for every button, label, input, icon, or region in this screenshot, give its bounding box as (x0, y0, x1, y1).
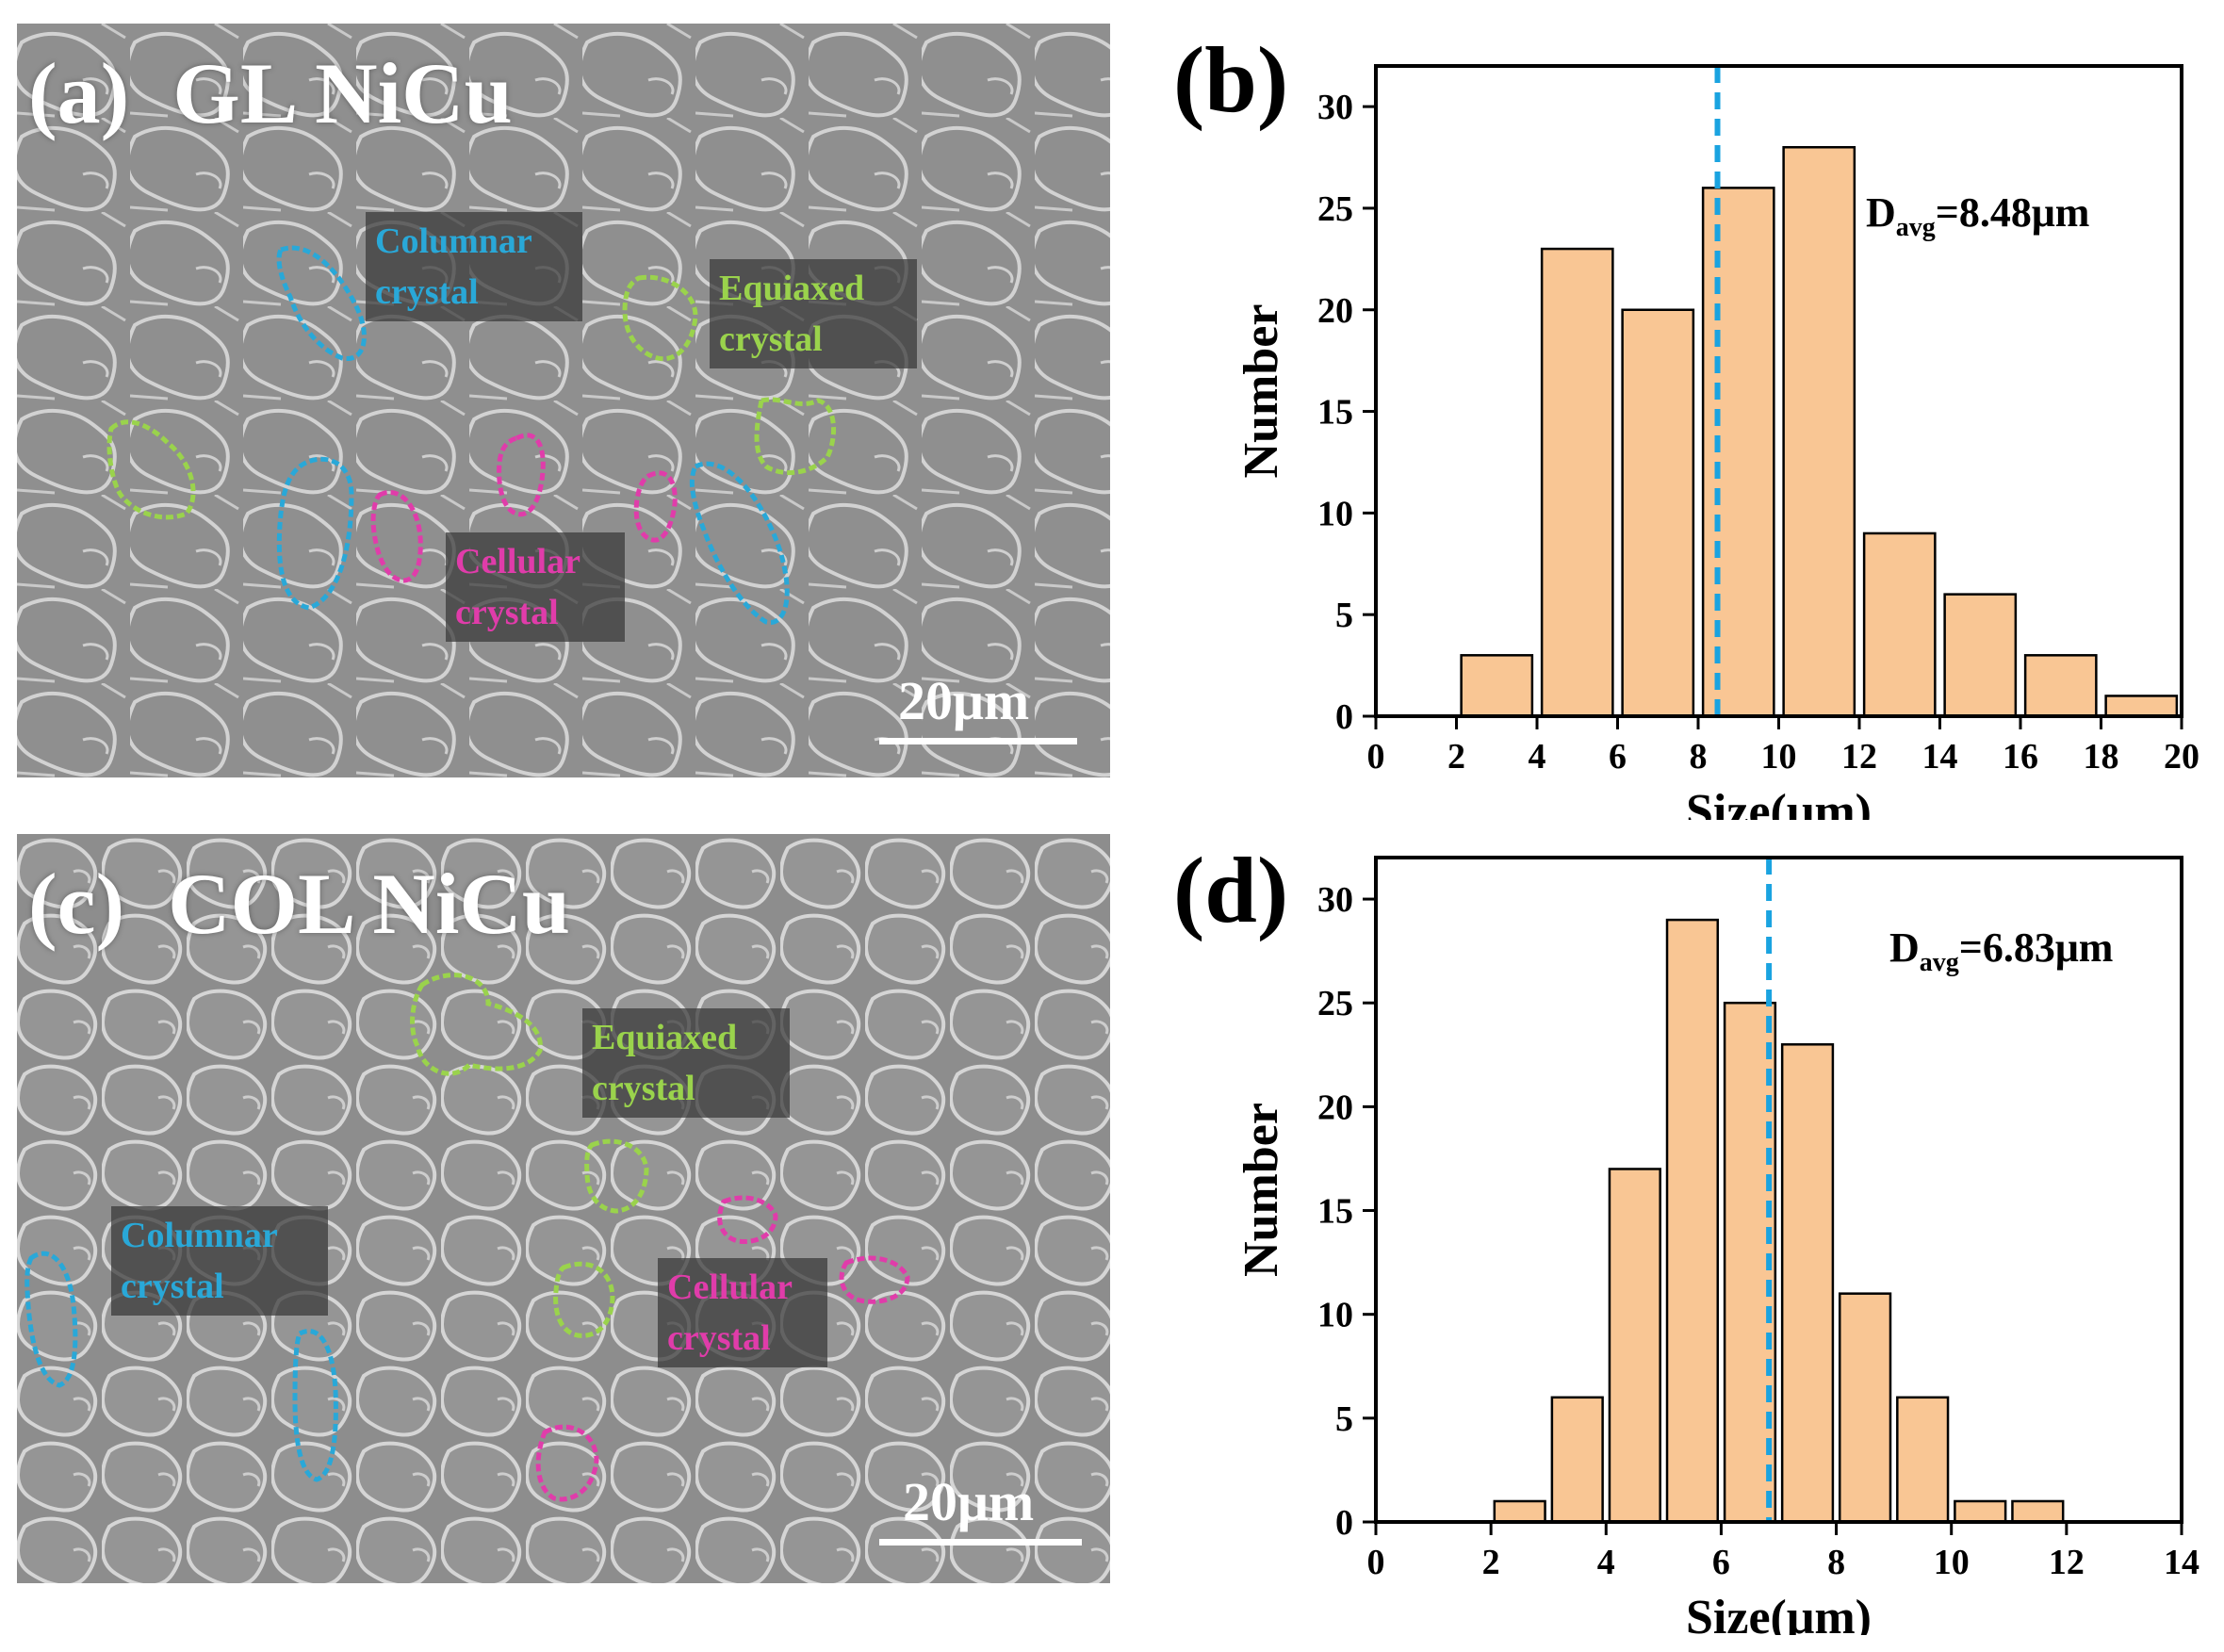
equiaxed-outline (754, 397, 837, 476)
panel-d-label: (d) (1173, 838, 1289, 942)
y-tick-label: 10 (1317, 494, 1353, 533)
scale-label: 20μm (903, 1471, 1035, 1532)
cellular-outline (839, 1255, 910, 1304)
equiaxed-crystal-tag: Equiaxed crystal (710, 259, 917, 368)
columnar-crystal-tag: Columnar crystal (111, 1206, 328, 1316)
average-annotation: Davg=8.48μm (1866, 189, 2089, 242)
bar (2104, 695, 2179, 718)
x-tick-label: 6 (1609, 737, 1627, 777)
y-tick-label: 0 (1335, 1503, 1353, 1543)
x-tick-label: 20 (2164, 737, 2199, 777)
x-tick-label: 10 (1761, 737, 1797, 777)
x-tick-label: 6 (1712, 1543, 1730, 1582)
bar (1943, 593, 2018, 718)
bar (1550, 1396, 1604, 1524)
y-axis-label: Number (1235, 1103, 1288, 1277)
cellular-outline (633, 470, 678, 543)
plot-frame (1374, 856, 2183, 1524)
bar (1460, 654, 1534, 718)
bar (1782, 146, 1856, 718)
micrograph-col-nicu: (c) COL NiCu Equiaxed crystal Columnar cry… (17, 834, 1110, 1583)
x-tick-label: 14 (2164, 1543, 2199, 1582)
x-tick-label: 0 (1367, 737, 1385, 777)
bar (1896, 1396, 1950, 1524)
x-tick-label: 18 (2084, 737, 2119, 777)
scale-bar (879, 1539, 1082, 1546)
x-tick-label: 10 (1934, 1543, 1970, 1582)
cellular-outline (370, 489, 423, 583)
histogram-d: 0 5 10 15 20 25 30 0 2 4 6 8 10 12 14 Size(μm) Number Dav… (1235, 856, 2199, 1635)
y-tick-label: 20 (1317, 291, 1353, 331)
bar (2023, 654, 2098, 718)
micrograph-texture-a (17, 24, 1110, 777)
equiaxed-outline (410, 973, 543, 1076)
panel-a-label: (a) GL NiCu (28, 45, 513, 141)
columnar-crystal-tag: Columnar crystal (366, 212, 582, 321)
y-tick-label: 5 (1335, 1399, 1353, 1439)
x-tick-label: 4 (1529, 737, 1546, 777)
y-tick-label: 20 (1317, 1088, 1353, 1127)
y-tick-label: 0 (1335, 697, 1353, 737)
histogram-b: 0 5 10 15 20 25 30 0 2 4 6 8 10 12 14 16 18 20 Size(μm) Num… (1235, 64, 2199, 820)
bar (1701, 187, 1775, 718)
bar (1838, 1292, 1892, 1524)
bar (1665, 918, 1720, 1524)
x-tick-label: 8 (1690, 737, 1708, 777)
bar (1540, 247, 1614, 718)
x-tick-label: 16 (2003, 737, 2038, 777)
columnar-outline (292, 1329, 338, 1482)
bar (1608, 1168, 1661, 1524)
x-axis-label: Size(μm) (1686, 785, 1872, 820)
y-tick-label: 25 (1317, 984, 1353, 1023)
panel-c-label: (c) COL NiCu (28, 856, 571, 952)
y-axis-label: Number (1235, 304, 1288, 479)
cellular-outline (717, 1195, 778, 1245)
x-tick-label: 0 (1367, 1543, 1385, 1582)
x-tick-label: 12 (1841, 737, 1877, 777)
x-tick-label: 8 (1827, 1543, 1845, 1582)
equiaxed-outline (553, 1261, 615, 1338)
bar (2011, 1499, 2065, 1524)
columnar-outline (276, 456, 354, 611)
plot-frame (1374, 64, 2183, 718)
bar (1493, 1499, 1546, 1524)
scale-label: 20μm (898, 670, 1030, 731)
x-tick-label: 12 (2049, 1543, 2085, 1582)
equiaxed-outline (106, 419, 196, 520)
bar (1954, 1499, 2007, 1524)
y-tick-label: 30 (1317, 88, 1353, 127)
cellular-crystal-tag: Cellular crystal (658, 1258, 827, 1367)
y-tick-label: 30 (1317, 880, 1353, 920)
x-tick-label: 2 (1447, 737, 1465, 777)
panel-b-label: (b) (1173, 27, 1289, 132)
y-tick-label: 15 (1317, 1192, 1353, 1232)
cellular-crystal-tag: Cellular crystal (446, 532, 625, 642)
x-tick-label: 2 (1482, 1543, 1500, 1582)
scale-bar (879, 738, 1077, 744)
y-tick-label: 5 (1335, 596, 1353, 635)
average-annotation: Davg=6.83μm (1889, 924, 2113, 977)
equiaxed-outline (622, 274, 698, 362)
equiaxed-outline (584, 1138, 649, 1214)
bar (1862, 532, 1937, 718)
columnar-outline (25, 1251, 78, 1388)
y-tick-label: 25 (1317, 189, 1353, 229)
y-tick-label: 15 (1317, 393, 1353, 433)
x-axis-label: Size(μm) (1686, 1591, 1872, 1635)
equiaxed-crystal-tag: Equiaxed crystal (582, 1008, 790, 1118)
bar (1621, 308, 1695, 718)
columnar-outline (276, 245, 367, 361)
x-tick-label: 14 (1922, 737, 1958, 777)
bar (1780, 1043, 1835, 1524)
y-tick-label: 10 (1317, 1296, 1353, 1335)
x-tick-label: 4 (1597, 1543, 1615, 1582)
columnar-outline (689, 461, 790, 625)
micrograph-gl-nicu: (a) GL NiCu Columnar crystal Equiaxed crys… (17, 24, 1110, 777)
cellular-outline (535, 1424, 599, 1502)
